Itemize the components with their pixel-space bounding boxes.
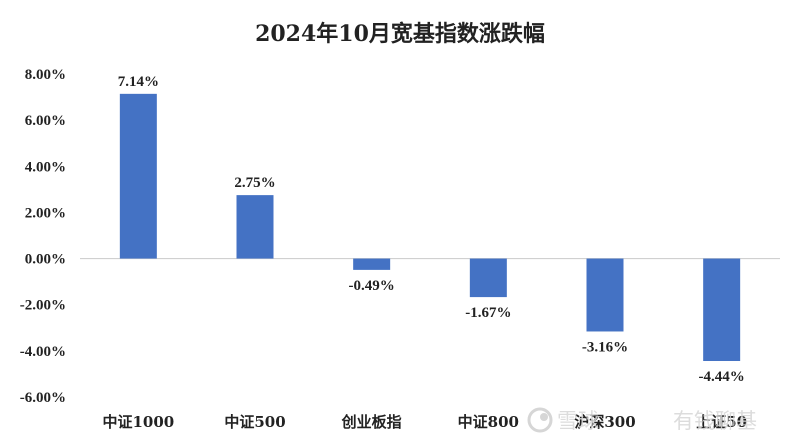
y-tick-label: -4.00% [20,344,66,360]
data-label-1: 2.75% [234,175,275,191]
data-label-4: -3.16% [582,339,628,355]
y-tick-label: 8.00% [25,67,66,83]
x-tick-label-3: 中证800 [458,413,519,431]
chart-title: 2024年10月宽基指数涨跌幅 [255,21,545,47]
x-tick-label-1: 中证500 [224,413,285,431]
bar-0 [119,93,157,259]
bar-3 [469,258,507,298]
y-tick-label: -6.00% [20,390,66,406]
watermark-brand: 雪球 [557,409,599,433]
y-tick-label: 6.00% [25,113,66,129]
bar-2 [353,258,391,270]
y-tick-label: 0.00% [25,252,66,268]
data-label-2: -0.49% [349,278,395,294]
x-tick-label-2: 创业板指 [341,413,402,431]
x-tick-label-4: 沪深300 [574,413,635,431]
y-tick-label: 4.00% [25,159,66,175]
data-label-0: 7.14% [118,74,159,90]
watermark-account: 有钱聊基 [673,409,757,433]
data-label-5: -4.44% [699,369,745,385]
x-tick-labels-group: 中证1000 中证500 创业板指 中证800 沪深300 上证50 [102,413,747,431]
x-tick-label-0: 中证1000 [102,413,174,431]
bar-1 [236,195,274,259]
bar-4 [586,258,624,332]
x-tick-label-5: 上证50 [696,413,747,431]
watermark: 雪球 有钱聊基 [527,407,757,433]
bar-5 [703,258,741,362]
snowball-logo-icon [527,407,553,433]
data-label-3: -1.67% [465,305,511,321]
data-labels-group: 7.14% 2.75% -0.49% -1.67% -3.16% -4.44% [118,74,745,385]
bars-group [119,93,741,362]
y-tick-label: -2.00% [20,298,66,314]
axis-group: 8.00% 6.00% 4.00% 2.00% 0.00% -2.00% -4.00% -6.… [20,67,780,406]
y-tick-label: 2.00% [25,205,66,221]
